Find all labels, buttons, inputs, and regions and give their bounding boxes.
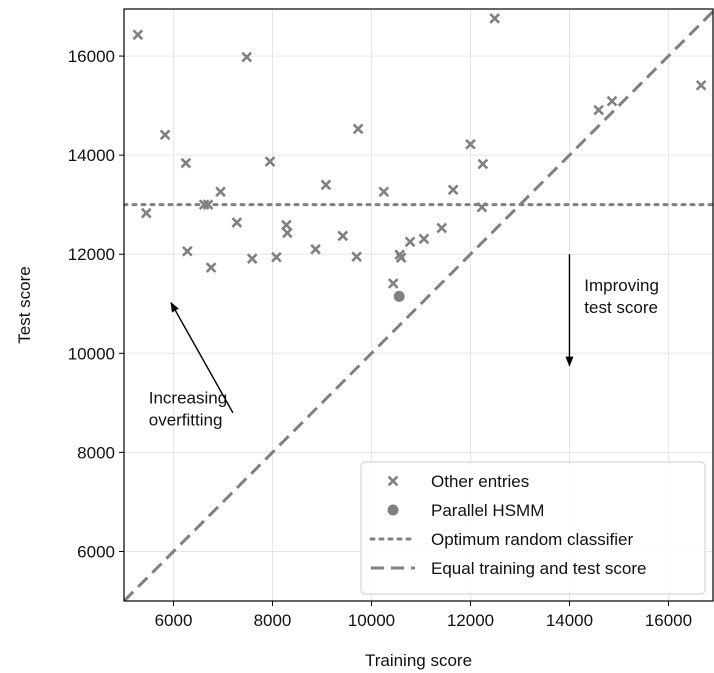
other-entry-point <box>695 79 707 91</box>
other-entry-point <box>281 219 292 231</box>
other-entry-point <box>593 104 605 116</box>
y-tick-label: 12000 <box>68 245 115 264</box>
x-tick-label: 10000 <box>348 611 395 630</box>
annotation-text: overfitting <box>149 410 223 429</box>
axis-ticks: 6000 8000 10000 12000 14000 16000 6000 8000 1000… <box>68 47 692 630</box>
other-entry-point <box>182 245 193 257</box>
other-entry-point <box>418 233 430 245</box>
y-tick-label: 16000 <box>68 47 115 66</box>
legend-marker-circle <box>387 504 399 516</box>
other-entry-point <box>159 129 171 141</box>
annotation-arrow <box>170 301 234 414</box>
other-entry-point <box>246 253 258 265</box>
legend-label: Equal training and test score <box>431 559 646 578</box>
other-entry-point <box>447 184 459 196</box>
y-tick-label: 6000 <box>77 542 115 561</box>
other-entry-point <box>378 186 390 198</box>
x-tick-label: 16000 <box>645 611 692 630</box>
other-entry-point <box>271 251 282 263</box>
other-entry-point <box>231 217 243 228</box>
other-entry-point <box>606 95 618 107</box>
legend-box <box>360 461 706 595</box>
other-entry-point <box>320 179 332 191</box>
other-entry-point <box>387 278 399 289</box>
x-axis-label: Training score <box>365 651 472 670</box>
legend-label: Parallel HSMM <box>431 501 544 520</box>
other-entry-point <box>241 51 253 63</box>
parallel-hsmm-point <box>393 290 405 302</box>
reference-lines <box>124 9 713 601</box>
other-entry-point <box>465 138 476 150</box>
other-entry-point <box>436 222 448 234</box>
other-entry-point <box>404 236 416 248</box>
x-tick-label: 6000 <box>155 611 193 630</box>
y-tick-label: 14000 <box>68 146 115 165</box>
x-tick-label: 8000 <box>254 611 292 630</box>
other-entry-point <box>215 186 226 198</box>
x-tick-label: 14000 <box>546 611 593 630</box>
y-tick-label: 8000 <box>77 443 115 462</box>
other-entry-point <box>281 227 293 239</box>
other-entry-point <box>477 158 489 170</box>
other-entry-point <box>395 252 407 264</box>
other-entry-point <box>337 230 349 242</box>
data-points <box>132 13 707 302</box>
other-entry-point <box>264 156 276 167</box>
y-axis-label: Test score <box>15 266 34 343</box>
legend: Other entries Parallel HSMM Optimum random… <box>360 461 706 595</box>
annotation-text: Improving <box>584 276 659 295</box>
legend-label: Optimum random classifier <box>431 530 634 549</box>
other-entry-point <box>351 251 362 263</box>
other-entry-point <box>132 29 144 41</box>
other-entry-point <box>352 123 364 135</box>
other-entry-point <box>489 13 501 24</box>
annotation-text: Increasing <box>149 388 227 407</box>
other-entry-point <box>180 157 192 169</box>
legend-label: Other entries <box>431 472 529 491</box>
other-entry-point <box>310 243 321 255</box>
x-tick-label: 12000 <box>447 611 494 630</box>
other-entry-point <box>202 199 214 211</box>
y-tick-label: 10000 <box>68 344 115 363</box>
legend-marker-x <box>387 475 399 487</box>
other-entry-point <box>140 207 152 219</box>
annotation-text: test score <box>584 298 658 317</box>
annotations: Increasing overfitting Improving test score <box>149 254 659 429</box>
other-entry-point <box>476 201 488 213</box>
other-entry-point <box>205 262 217 273</box>
plot-frame <box>123 8 714 602</box>
